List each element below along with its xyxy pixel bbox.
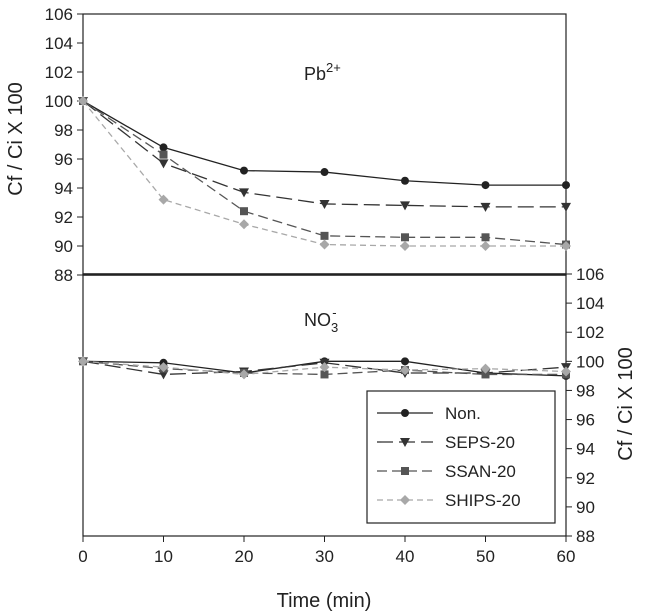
y-tick-label-left: 94 xyxy=(54,179,73,198)
y-tick-label-left: 96 xyxy=(54,150,73,169)
x-tick-label: 10 xyxy=(154,547,173,566)
panel-annotation-no3: NO3- xyxy=(304,305,338,335)
series-line-pb-seps-20 xyxy=(82,100,566,208)
y-tick-label-right: 90 xyxy=(576,498,595,517)
data-point-pb-ships-20 xyxy=(480,241,491,251)
panel-annotation-pb-base: Pb xyxy=(304,64,326,84)
data-point-no3-ships-20 xyxy=(319,362,330,373)
data-point-pb-ssan-20 xyxy=(481,233,490,242)
data-point-pb-non xyxy=(240,166,248,175)
data-point-pb-non xyxy=(481,181,490,190)
y-tick-label-right: 96 xyxy=(576,411,595,430)
legend-marker-non xyxy=(401,409,409,417)
data-point-pb-ships-20 xyxy=(400,241,410,251)
panel-annotation-no3-sub: 3 xyxy=(331,320,338,335)
data-point-pb-ships-20 xyxy=(319,239,330,250)
y-tick-label-left: 98 xyxy=(54,121,73,140)
legend: Non. SEPS-20 SSAN-20 SHIPS-20 xyxy=(366,390,556,524)
data-point-pb-ssan-20 xyxy=(320,231,329,240)
x-tick-label: 50 xyxy=(476,547,495,566)
data-point-pb-non xyxy=(562,181,570,190)
data-point-pb-ssan-20 xyxy=(401,233,409,242)
y-tick-label-right: 92 xyxy=(576,469,595,488)
data-point-no3-ssan-20 xyxy=(481,370,490,379)
data-point-pb-ssan-20 xyxy=(240,207,248,216)
data-point-pb-seps-20 xyxy=(158,159,169,169)
x-tick-label: 0 xyxy=(78,547,87,566)
data-point-no3-non xyxy=(401,357,409,366)
data-point-no3-ships-20 xyxy=(78,356,88,367)
y-tick-label-right: 98 xyxy=(576,381,595,400)
data-point-pb-ships-20 xyxy=(158,194,169,205)
y-tick-label-left: 100 xyxy=(45,92,73,111)
data-point-pb-ships-20 xyxy=(239,219,249,230)
y-tick-label-right: 104 xyxy=(576,294,604,313)
legend-label-non: Non. xyxy=(445,404,481,423)
x-tick-label: 60 xyxy=(557,547,576,566)
data-point-no3-ships-20 xyxy=(158,362,169,373)
data-point-no3-ships-20 xyxy=(400,365,410,376)
data-point-pb-non xyxy=(320,168,329,177)
x-axis-title: Time (min) xyxy=(277,590,372,612)
x-tick-label: 30 xyxy=(315,547,334,566)
y-tick-label-right: 102 xyxy=(576,323,604,342)
data-point-pb-ships-20 xyxy=(78,96,88,106)
x-tick-label: 40 xyxy=(396,547,415,566)
y-axis-title-right: Cf / Ci X 100 xyxy=(615,347,637,460)
legend-label-ssan-20: SSAN-20 xyxy=(445,462,516,481)
y-tick-label-right: 106 xyxy=(576,265,604,284)
y-axis-title-left: Cf / Ci X 100 xyxy=(5,82,27,195)
y-tick-label-right: 94 xyxy=(576,440,595,459)
legend-marker-ships-20 xyxy=(400,495,410,505)
y-tick-label-left: 106 xyxy=(45,5,73,24)
x-tick-label: 20 xyxy=(235,547,254,566)
data-point-no3-ssan-20 xyxy=(320,370,329,379)
panel-annotation-pb-sup: 2+ xyxy=(326,60,341,75)
data-point-pb-seps-20 xyxy=(400,201,410,211)
panel-annotation-no3-base: NO xyxy=(304,310,331,330)
y-tick-label-left: 102 xyxy=(45,63,73,82)
data-point-pb-seps-20 xyxy=(239,188,249,198)
data-point-pb-seps-20 xyxy=(319,199,330,209)
tick-layer: 8890929496981001021041068890929496981001… xyxy=(45,5,605,566)
y-tick-label-right: 88 xyxy=(576,527,595,546)
data-point-no3-ships-20 xyxy=(239,369,249,380)
y-tick-label-left: 92 xyxy=(54,208,73,227)
data-point-pb-ships-20 xyxy=(561,241,571,251)
data-point-pb-seps-20 xyxy=(561,202,571,212)
panel-annotation-pb: Pb2+ xyxy=(304,60,341,84)
data-point-no3-ships-20 xyxy=(561,366,571,377)
data-point-pb-seps-20 xyxy=(480,202,491,212)
y-tick-label-left: 104 xyxy=(45,34,73,53)
data-point-pb-ssan-20 xyxy=(159,150,168,159)
y-tick-label-left: 88 xyxy=(54,266,73,285)
legend-marker-seps-20 xyxy=(400,438,410,447)
data-point-no3-seps-20 xyxy=(158,370,169,380)
legend-marker-ssan-20 xyxy=(401,467,409,475)
y-tick-label-right: 100 xyxy=(576,352,604,371)
series-layer xyxy=(78,96,571,380)
legend-label-seps-20: SEPS-20 xyxy=(445,433,515,452)
panel-annotation-no3-sup: - xyxy=(332,305,336,320)
y-tick-label-left: 90 xyxy=(54,237,73,256)
data-point-pb-non xyxy=(401,176,409,185)
data-point-pb-non xyxy=(159,143,168,152)
legend-label-ships-20: SHIPS-20 xyxy=(445,491,521,510)
data-point-no3-ships-20 xyxy=(480,363,491,374)
